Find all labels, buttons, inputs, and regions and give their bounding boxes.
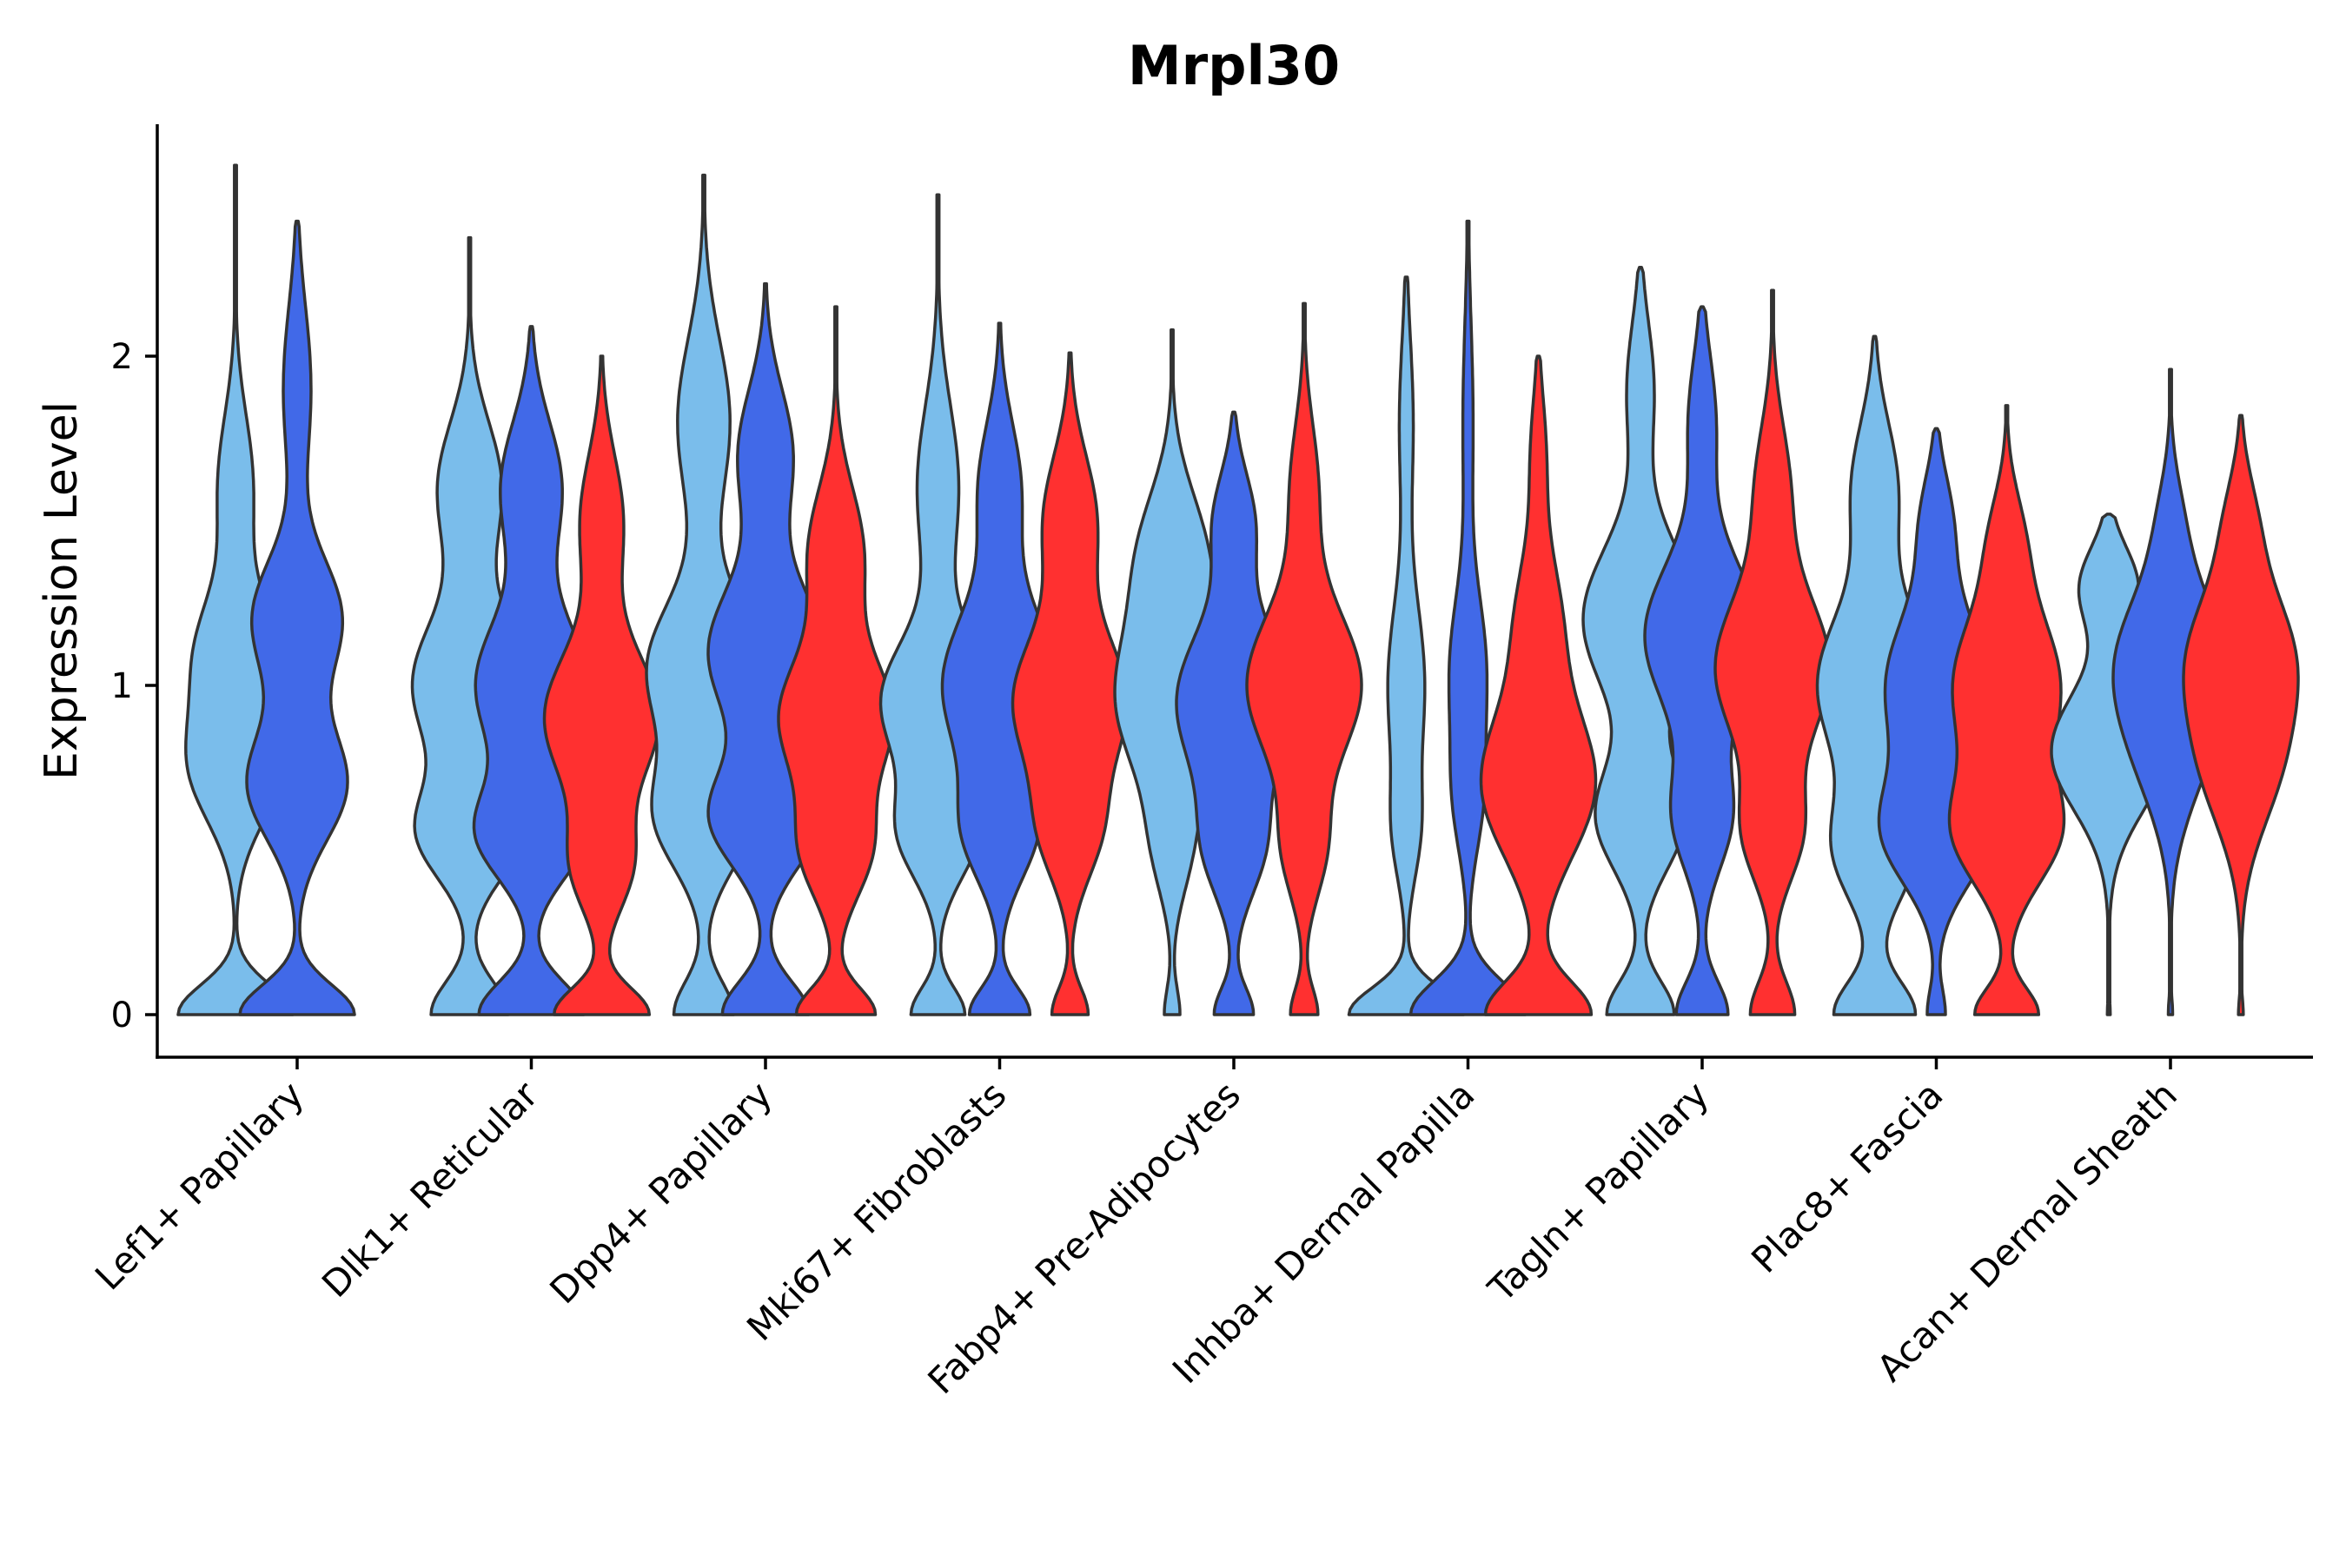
violin-shape (2111, 367, 2230, 1016)
violin-shape (777, 305, 895, 1016)
violin-shape (1643, 305, 1761, 1016)
violin-shape (238, 219, 356, 1016)
violin-shape (2050, 513, 2168, 1016)
violin-shape (2182, 414, 2300, 1016)
category-label: Dpp4+ Papillary (541, 1073, 780, 1312)
category-label: Dlk1+ Reticular (314, 1073, 547, 1306)
violin-shape (1175, 410, 1293, 1016)
y-axis-label: Expression Level (36, 401, 88, 780)
y-tick-label: 1 (111, 666, 133, 706)
violin-shape (1011, 351, 1130, 1016)
category-label: Lef1+ Papillary (87, 1073, 312, 1298)
violin-shape (1245, 301, 1363, 1016)
y-tick-label: 2 (111, 337, 133, 377)
violin-shape (1347, 275, 1466, 1016)
violin-shape (542, 354, 661, 1016)
violin-shape (1713, 288, 1832, 1016)
category-label: Mki67+ Fibroblasts (739, 1073, 1014, 1348)
violin-shape (1947, 404, 2066, 1016)
y-tick-label: 0 (111, 996, 133, 1035)
category-label: Plac8+ Fascia (1743, 1073, 1951, 1280)
violin-shape (1479, 354, 1598, 1016)
ticks-layer: 0 1 2 (111, 337, 2172, 1069)
chart-title: Mrpl30 (1128, 34, 1340, 97)
violins-layer (176, 163, 2300, 1016)
category-label: Tagln+ Papillary (1480, 1073, 1717, 1310)
violin-shape (1408, 219, 1528, 1016)
